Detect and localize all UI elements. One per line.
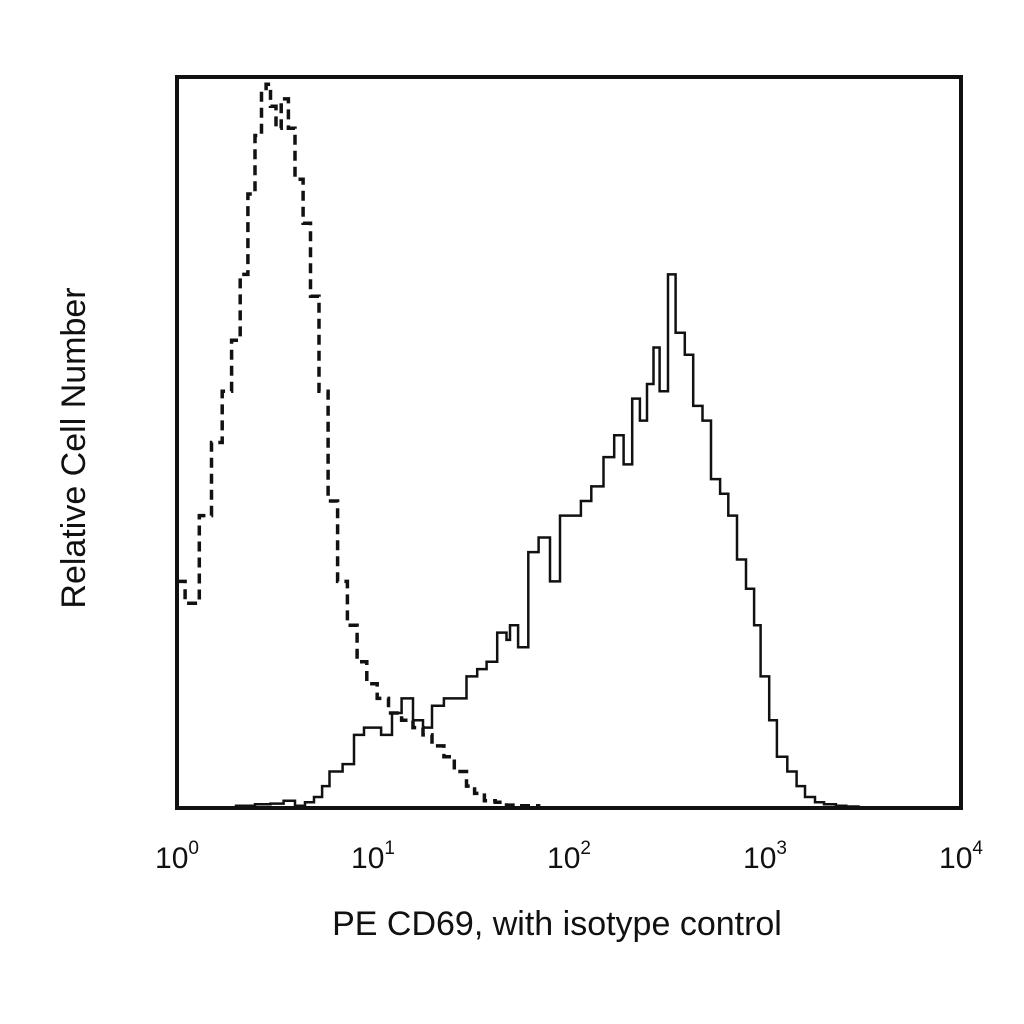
x-tick-label-2: 102 [547,838,591,875]
isotype-control-line [177,82,569,810]
x-tick-label-0: 100 [155,838,199,875]
x-tick-label-1: 101 [351,838,395,875]
plot-frame [175,75,963,810]
y-axis-title: Relative Cell Number [55,287,93,608]
x-axis-title: PE CD69, with isotype control [332,905,782,943]
x-tick-labels: 100 101 102 103 104 [155,838,983,875]
cd69-stained-line [177,273,961,810]
series-layer [177,82,961,810]
x-tick-label-4: 104 [939,838,983,875]
x-tick-label-3: 103 [743,838,787,875]
